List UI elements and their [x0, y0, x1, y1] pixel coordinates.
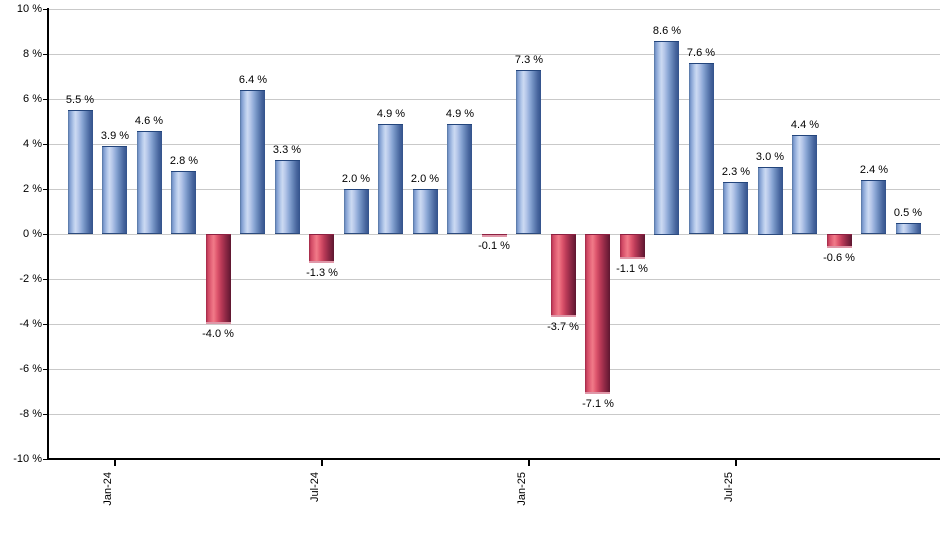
bar-value-label: 7.6 %: [686, 47, 716, 59]
bar-value-label: 2.4 %: [859, 164, 889, 176]
x-axis-tick: [321, 460, 323, 466]
bar-value-label: -1.3 %: [306, 267, 338, 279]
negative-return-bar: [206, 234, 231, 324]
y-axis-tick-label: -6 %: [19, 363, 42, 375]
positive-return-bar: [171, 171, 196, 234]
y-axis-tick: [43, 459, 48, 460]
bar-value-label: 4.9 %: [376, 108, 406, 120]
y-axis-tick-label: -10 %: [13, 453, 42, 465]
bar-value-label: 2.0 %: [410, 173, 440, 185]
positive-return-bar: [344, 189, 369, 234]
positive-return-bar: [447, 124, 472, 234]
bar-value-label: -3.7 %: [547, 321, 579, 333]
y-axis-tick: [43, 279, 48, 280]
positive-return-bar: [137, 131, 162, 234]
positive-return-bar: [654, 41, 679, 235]
bar-value-label: 7.3 %: [514, 54, 544, 66]
x-axis-tick-label: Jan-25: [516, 468, 550, 506]
negative-return-bar: [309, 234, 334, 263]
negative-return-bar: [620, 234, 645, 259]
x-axis-tick-label-text: Jan-25: [516, 472, 528, 506]
x-axis-tick-label-text: Jul-24: [309, 472, 321, 502]
y-axis-tick: [43, 9, 48, 10]
y-gridline: [48, 324, 940, 325]
x-axis-tick-label: Jul-24: [309, 468, 339, 502]
y-axis-tick-label: 10 %: [16, 3, 42, 15]
positive-return-bar: [102, 146, 127, 234]
y-axis-tick: [43, 189, 48, 190]
y-axis-tick: [43, 234, 48, 235]
bar-value-label: 2.0 %: [341, 173, 371, 185]
y-gridline: [48, 414, 940, 415]
y-gridline: [48, 189, 940, 190]
x-axis-line: [47, 458, 940, 460]
positive-return-bar: [861, 180, 886, 234]
y-axis-tick: [43, 324, 48, 325]
positive-return-bar: [275, 160, 300, 234]
bar-value-label: 3.3 %: [272, 144, 302, 156]
positive-return-bar: [68, 110, 93, 234]
y-axis-tick: [43, 414, 48, 415]
bar-value-label: 3.0 %: [755, 151, 785, 163]
bar-value-label: -0.6 %: [823, 252, 855, 264]
positive-return-bar: [516, 70, 541, 234]
y-axis-tick-label: -4 %: [19, 318, 42, 330]
positive-return-bar: [240, 90, 265, 234]
x-axis-tick-label: Jul-25: [723, 468, 753, 502]
y-axis-tick: [43, 54, 48, 55]
bar-value-label: 2.3 %: [721, 166, 751, 178]
y-gridline: [48, 9, 940, 10]
x-axis-tick: [528, 460, 530, 466]
y-axis-tick-label: 4 %: [23, 138, 42, 150]
positive-return-bar: [378, 124, 403, 234]
positive-return-bar: [896, 223, 921, 234]
x-axis-tick-label-text: Jul-25: [723, 472, 735, 502]
bar-value-label: 8.6 %: [652, 25, 682, 37]
positive-return-bar: [723, 182, 748, 234]
bar-value-label: -0.1 %: [478, 240, 510, 252]
y-axis-tick-label: 8 %: [23, 48, 42, 60]
bar-value-label: 2.8 %: [169, 155, 199, 167]
y-axis-tick-label: -2 %: [19, 273, 42, 285]
x-axis-tick-label: Jan-24: [102, 468, 136, 506]
bar-value-label: 5.5 %: [65, 94, 95, 106]
y-axis-tick-label: 6 %: [23, 93, 42, 105]
y-gridline: [48, 369, 940, 370]
y-gridline: [48, 54, 940, 55]
y-axis-tick-label: 2 %: [23, 183, 42, 195]
x-axis-tick-label-text: Jan-24: [102, 472, 114, 506]
bar-value-label: 4.6 %: [134, 115, 164, 127]
negative-return-bar: [482, 234, 507, 237]
x-axis-tick: [114, 460, 116, 466]
y-axis-tick: [43, 99, 48, 100]
y-gridline: [48, 144, 940, 145]
bar-value-label: -4.0 %: [202, 328, 234, 340]
positive-return-bar: [758, 167, 783, 235]
negative-return-bar: [551, 234, 576, 317]
x-axis-tick: [735, 460, 737, 466]
y-gridline: [48, 279, 940, 280]
bar-value-label: 4.9 %: [445, 108, 475, 120]
positive-return-bar: [413, 189, 438, 234]
y-gridline: [48, 99, 940, 100]
y-axis-tick: [43, 144, 48, 145]
bar-value-label: -7.1 %: [582, 398, 614, 410]
y-axis-tick-label: -8 %: [19, 408, 42, 420]
bar-value-label: -1.1 %: [616, 263, 648, 275]
bar-value-label: 6.4 %: [238, 74, 268, 86]
positive-return-bar: [689, 63, 714, 234]
bar-value-label: 4.4 %: [790, 119, 820, 131]
negative-return-bar: [827, 234, 852, 248]
y-axis-tick-label: 0 %: [23, 228, 42, 240]
bar-value-label: 0.5 %: [893, 207, 923, 219]
positive-return-bar: [792, 135, 817, 234]
negative-return-bar: [585, 234, 610, 394]
y-axis-tick: [43, 369, 48, 370]
y-axis-line: [47, 8, 49, 460]
bar-value-label: 3.9 %: [100, 130, 130, 142]
